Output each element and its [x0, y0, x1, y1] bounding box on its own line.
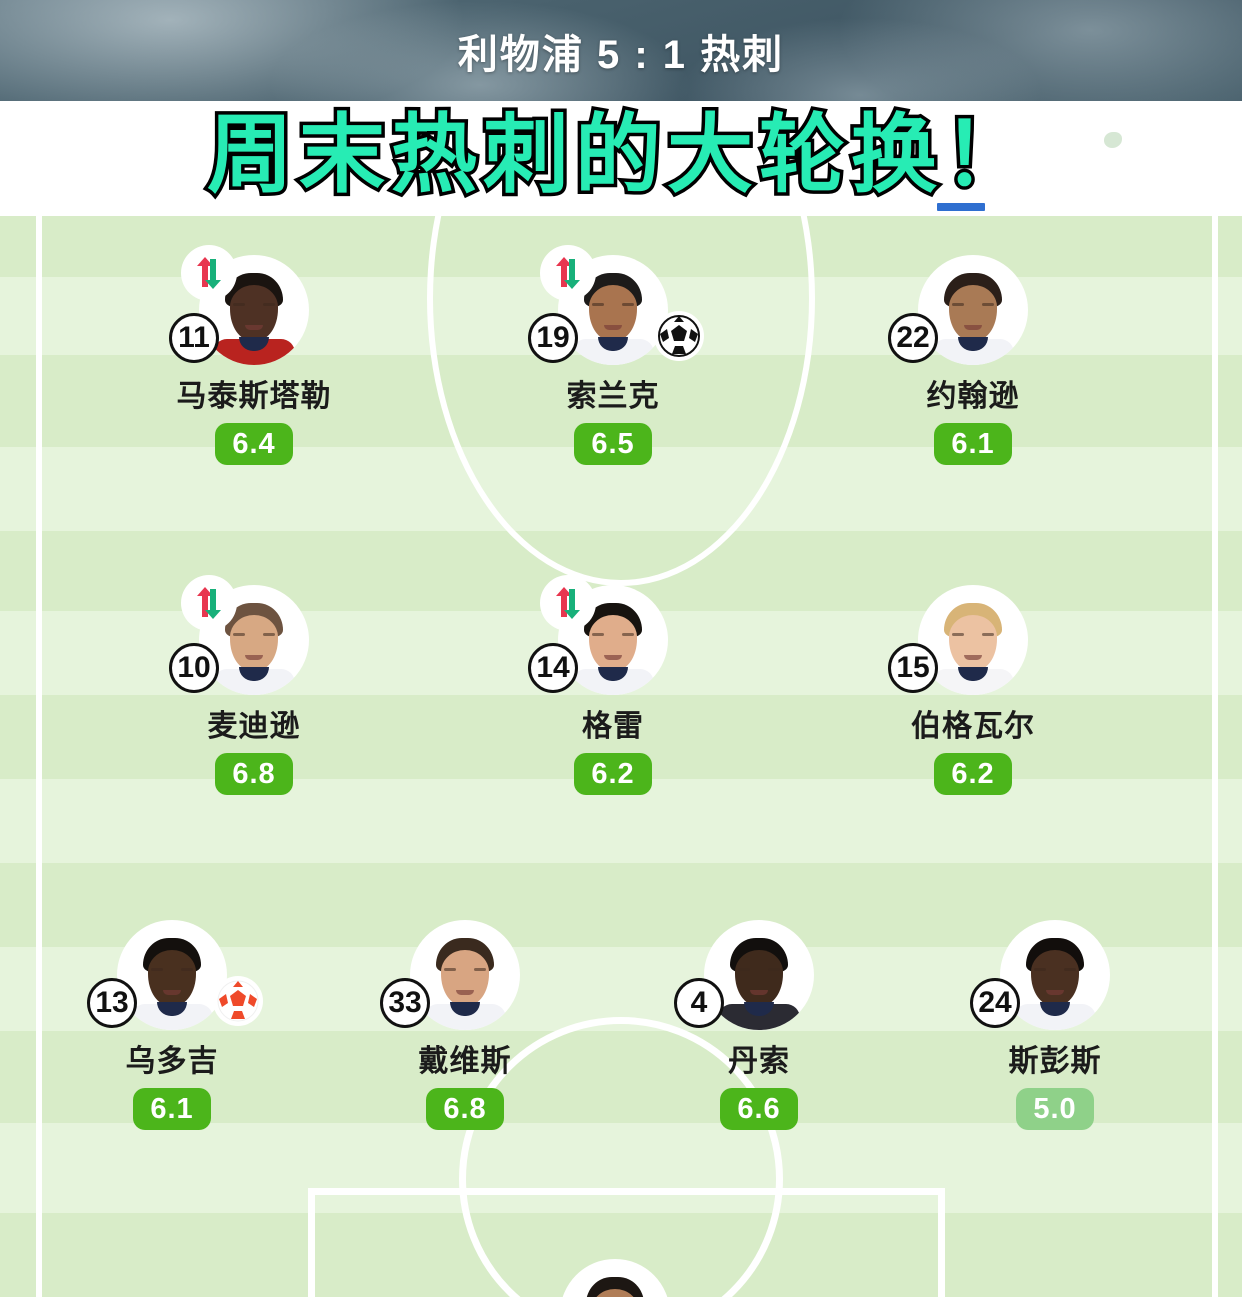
pitch-right-sideline	[1212, 211, 1218, 1297]
page-title: 周末热刺的大轮换！	[204, 102, 1035, 209]
avatar	[560, 1259, 670, 1297]
substitution-icon	[181, 575, 237, 631]
substitution-icon	[181, 245, 237, 301]
penalty-box	[308, 1188, 945, 1297]
decorative-smudge	[1104, 132, 1122, 148]
player-card[interactable]: 14 格雷 6.2	[513, 575, 713, 795]
jersey-number: 22	[888, 313, 938, 363]
assist-ball-icon	[213, 976, 263, 1026]
jersey-number: 19	[528, 313, 578, 363]
jersey-number: 24	[970, 978, 1020, 1028]
jersey-number: 10	[169, 643, 219, 693]
avatar: 15	[888, 585, 1028, 695]
avatar: 22	[888, 255, 1028, 365]
avatar: 11	[169, 245, 309, 365]
avatar: 10	[169, 575, 309, 695]
player-name: 索兰克	[566, 380, 660, 413]
rating-badge: 6.8	[426, 1088, 504, 1130]
rating-badge: 6.2	[574, 753, 652, 795]
avatar: 4	[674, 920, 814, 1030]
player-name: 马泰斯塔勒	[176, 380, 332, 413]
player-card[interactable]: 11 马泰斯塔勒 6.4	[154, 245, 354, 465]
avatar: 19	[528, 245, 704, 365]
player-name: 乌多吉	[125, 1045, 219, 1078]
player-card[interactable]: 13 乌多吉 6.1	[72, 920, 272, 1130]
jersey-number: 33	[380, 978, 430, 1028]
player-name: 格雷	[582, 710, 644, 743]
player-name: 约翰逊	[926, 380, 1020, 413]
score-banner: 利物浦 5 : 1 热刺	[0, 0, 1242, 101]
rating-badge: 6.2	[934, 753, 1012, 795]
player-card[interactable]: 22 约翰逊 6.1	[873, 255, 1073, 465]
player-card[interactable]: 4 丹索 6.6	[659, 920, 859, 1130]
player-card[interactable]: 10 麦迪逊 6.8	[154, 575, 354, 795]
jersey-number: 15	[888, 643, 938, 693]
player-name: 斯彭斯	[1008, 1045, 1102, 1078]
jersey-number: 13	[87, 978, 137, 1028]
jersey-number: 4	[674, 978, 724, 1028]
rating-badge: 6.6	[720, 1088, 798, 1130]
player-name: 伯格瓦尔	[911, 710, 1035, 743]
rating-badge: 6.1	[133, 1088, 211, 1130]
pitch-left-sideline	[36, 211, 42, 1297]
player-goalkeeper[interactable]	[560, 1259, 670, 1297]
player-card[interactable]: 24 斯彭斯 5.0	[955, 920, 1155, 1130]
avatar: 24	[970, 920, 1110, 1030]
title-underline	[937, 203, 985, 211]
player-name: 戴维斯	[418, 1045, 512, 1078]
headline-area: 周末热刺的大轮换！	[0, 101, 1242, 211]
score-title: 利物浦 5 : 1 热刺	[457, 32, 785, 77]
player-card[interactable]: 15 伯格瓦尔 6.2	[873, 585, 1073, 795]
rating-badge: 6.8	[215, 753, 293, 795]
player-card[interactable]: 19 索兰克 6.5	[513, 245, 713, 465]
rating-badge: 6.5	[574, 423, 652, 465]
player-card[interactable]: 33 戴维斯 6.8	[365, 920, 565, 1130]
player-name: 麦迪逊	[207, 710, 301, 743]
jersey-number: 11	[169, 313, 219, 363]
substitution-icon	[540, 575, 596, 631]
avatar: 33	[380, 920, 520, 1030]
player-name: 丹索	[728, 1045, 790, 1078]
rating-badge: 6.4	[215, 423, 293, 465]
soccer-ball-icon	[654, 311, 704, 361]
avatar: 14	[528, 575, 668, 695]
rating-badge: 6.1	[934, 423, 1012, 465]
rating-badge: 5.0	[1016, 1088, 1094, 1130]
jersey-number: 14	[528, 643, 578, 693]
penalty-arc	[459, 1017, 783, 1297]
substitution-icon	[540, 245, 596, 301]
avatar: 13	[87, 920, 263, 1030]
